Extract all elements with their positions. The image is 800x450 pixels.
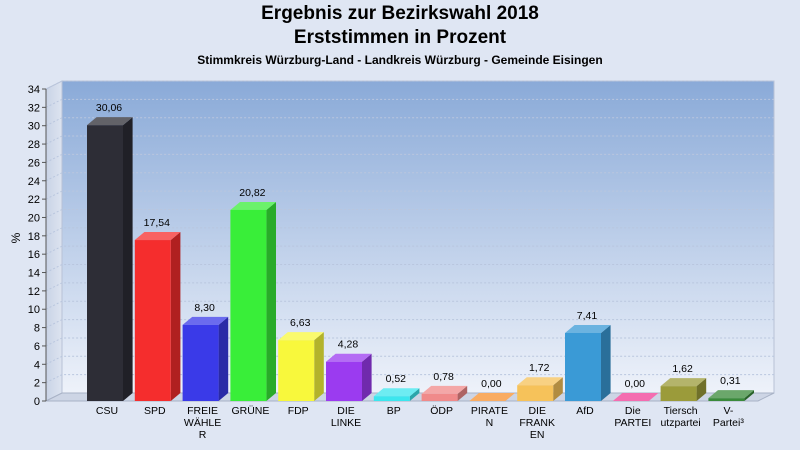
y-tick-label: 18 (28, 231, 40, 243)
grid-line (45, 337, 774, 347)
y-axis-label: % (9, 232, 23, 243)
grid-line (45, 227, 774, 237)
bar-value-label: 8,30 (194, 302, 215, 314)
y-tick-label: 32 (28, 102, 40, 114)
grid-line (45, 208, 774, 218)
bar-value-label: 0,00 (625, 378, 646, 390)
x-tick-label: Tiersch utzpartei (660, 405, 700, 429)
bars: 30,06 17,54 8,30 20,82 6,63 4,28 0,52 0,78 0,00 1… (87, 102, 754, 401)
y-tick-label: 2 (34, 378, 40, 390)
y-tick-label: 26 (28, 157, 40, 169)
grid-line (45, 153, 774, 163)
bar-value-label: 17,54 (144, 217, 170, 229)
bar (182, 316, 229, 401)
x-tick-label: SPD (144, 405, 166, 417)
y-tick-label: 24 (28, 176, 40, 188)
bar-value-label: 0,00 (481, 378, 502, 390)
y-tick-label: 8 (34, 323, 40, 335)
bar (660, 378, 707, 401)
x-tick-label: GRÜNE (231, 405, 269, 417)
grid-line (45, 319, 774, 329)
y-tick-label: 34 (28, 84, 40, 96)
x-axis: CSU SPD FREIE WÄHLE R GRÜNE FDP DIE LINKE BP ÖDP PI… (96, 405, 744, 441)
chart-subtitle: Erststimmen in Prozent (293, 27, 507, 48)
grid-line (45, 172, 774, 182)
grid-line (45, 355, 774, 365)
grid-line (45, 80, 774, 90)
bar-value-label: 0,52 (386, 373, 407, 385)
grid-line (45, 300, 774, 310)
chart-title: Ergebnis zur Bezirkswahl 2018 (261, 3, 539, 24)
bar-value-label: 6,63 (290, 317, 311, 329)
x-tick-label: V-Partei³ (713, 405, 744, 429)
y-tick-label: 22 (28, 194, 40, 206)
bar-value-label: 1,72 (529, 362, 550, 374)
grid-line (45, 117, 774, 127)
y-tick-label: 30 (28, 121, 40, 133)
grid-line (45, 374, 774, 384)
y-tick-label: 16 (28, 249, 40, 261)
y-tick-label: 0 (34, 396, 40, 408)
x-tick-label: DIE LINKE (331, 405, 361, 429)
grid-line (45, 135, 774, 145)
grid-line (45, 282, 774, 292)
bar (326, 353, 372, 401)
bar-value-label: 7,41 (577, 310, 598, 322)
bar-value-label: 4,28 (338, 339, 359, 351)
bar (87, 117, 133, 401)
x-tick-label: AfD (576, 405, 594, 417)
x-tick-label: PIRATE N (471, 405, 508, 429)
grid-line (45, 245, 774, 255)
bar (612, 393, 659, 401)
bar (373, 388, 420, 401)
bar (230, 201, 276, 401)
y-tick-label: 20 (28, 212, 40, 224)
x-tick-label: FDP (288, 405, 309, 417)
y-tick-label: 6 (34, 341, 40, 353)
bar (708, 390, 754, 401)
grid-line (45, 190, 774, 200)
bar-value-label: 30,06 (96, 102, 122, 114)
bar-value-label: 0,78 (433, 371, 454, 383)
y-tick-label: 14 (28, 268, 40, 280)
x-tick-label: ÖDP (430, 405, 453, 417)
x-tick-label: DIE FRANK EN (519, 405, 555, 441)
bar-value-label: 1,62 (672, 363, 693, 375)
y-tick-label: 28 (28, 139, 40, 151)
x-tick-label: Die PARTEI (614, 405, 651, 429)
chart-caption: Stimmkreis Würzburg-Land - Landkreis Wür… (197, 53, 603, 67)
bar (565, 325, 611, 401)
y-tick-label: 12 (28, 286, 40, 298)
grid-line (45, 98, 774, 108)
bar-value-label: 20,82 (239, 187, 265, 199)
x-tick-label: BP (387, 405, 401, 417)
y-tick-label: 10 (28, 304, 40, 316)
x-tick-label: CSU (96, 405, 118, 417)
bar-value-label: 0,31 (720, 375, 741, 387)
x-tick-label: FREIE WÄHLE R (184, 405, 221, 441)
bar (469, 393, 515, 401)
bar (421, 385, 468, 401)
grid-line (45, 264, 774, 273)
grid-lines (45, 80, 774, 384)
bar (134, 232, 181, 401)
bar (517, 377, 563, 401)
y-tick-label: 4 (34, 359, 40, 371)
bar (278, 332, 324, 401)
